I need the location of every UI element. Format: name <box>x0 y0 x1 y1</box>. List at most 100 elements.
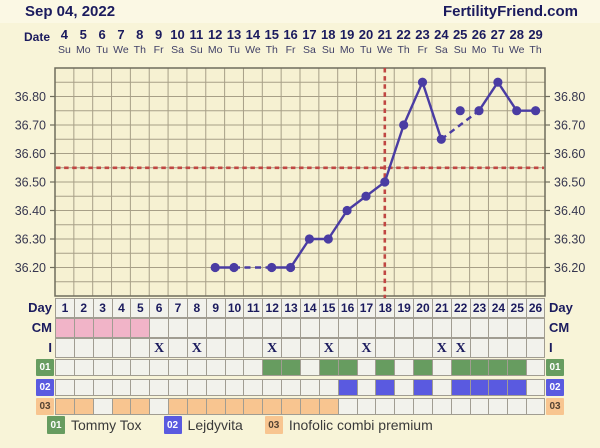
temp-dot-day-9[interactable] <box>210 262 220 273</box>
cm-cell-day-1[interactable] <box>55 318 75 338</box>
intercourse-cell-day-3[interactable] <box>92 338 113 358</box>
day-number-day-17[interactable]: 17 <box>356 298 377 318</box>
temp-dot-day-18[interactable] <box>380 177 390 187</box>
med-01-cell-day-8[interactable] <box>186 359 207 376</box>
day-number-day-11[interactable]: 11 <box>243 298 264 318</box>
day-number-day-22[interactable]: 22 <box>450 298 471 318</box>
med-03-cell-day-13[interactable] <box>281 398 301 415</box>
med-02-cell-day-5[interactable] <box>130 378 151 396</box>
med-02-cell-day-8[interactable] <box>186 378 207 396</box>
med-02-cell-day-18[interactable] <box>375 378 396 396</box>
med-02-cell-day-25[interactable] <box>507 378 528 396</box>
med-02-cell-day-12[interactable] <box>262 378 283 396</box>
med-03-cell-day-5[interactable] <box>130 398 151 415</box>
cm-cell-day-20[interactable] <box>413 318 433 338</box>
temp-dot-day-14[interactable] <box>304 234 314 244</box>
med-03-cell-day-24[interactable] <box>488 398 509 415</box>
med-02-cell-day-7[interactable] <box>168 378 188 396</box>
med-01-cell-day-2[interactable] <box>73 359 94 376</box>
cm-cell-day-10[interactable] <box>224 318 245 338</box>
temp-dot-day-24[interactable] <box>493 77 503 87</box>
med-03-cell-day-20[interactable] <box>413 398 433 415</box>
med-02-cell-day-4[interactable] <box>111 378 132 396</box>
med-01-cell-day-18[interactable] <box>375 359 396 376</box>
intercourse-cell-day-2[interactable] <box>73 338 94 358</box>
intercourse-cell-day-21[interactable]: X <box>431 338 452 358</box>
day-number-day-23[interactable]: 23 <box>469 298 490 318</box>
temp-dot-day-19[interactable] <box>399 120 409 130</box>
temp-dot-day-12[interactable] <box>267 262 277 273</box>
med-03-cell-day-16[interactable] <box>337 398 358 415</box>
med-02-cell-day-3[interactable] <box>92 378 113 396</box>
med-03-cell-day-7[interactable] <box>168 398 188 415</box>
med-01-cell-day-14[interactable] <box>300 359 320 376</box>
intercourse-cell-day-8[interactable]: X <box>186 338 207 358</box>
cm-cell-day-24[interactable] <box>488 318 509 338</box>
med-01-cell-day-23[interactable] <box>469 359 490 376</box>
day-number-day-13[interactable]: 13 <box>281 298 301 318</box>
med-03-cell-day-1[interactable] <box>55 398 75 415</box>
intercourse-cell-day-12[interactable]: X <box>262 338 283 358</box>
intercourse-cell-day-16[interactable] <box>337 338 358 358</box>
cm-cell-day-19[interactable] <box>394 318 415 338</box>
intercourse-cell-day-20[interactable] <box>413 338 433 358</box>
day-number-day-19[interactable]: 19 <box>394 298 415 318</box>
med-03-cell-day-23[interactable] <box>469 398 490 415</box>
med-02-cell-day-23[interactable] <box>469 378 490 396</box>
day-number-day-10[interactable]: 10 <box>224 298 245 318</box>
med-03-cell-day-11[interactable] <box>243 398 264 415</box>
med-01-cell-day-1[interactable] <box>55 359 75 376</box>
cm-cell-day-18[interactable] <box>375 318 396 338</box>
med-01-cell-day-16[interactable] <box>337 359 358 376</box>
med-02-cell-day-2[interactable] <box>73 378 94 396</box>
intercourse-cell-day-24[interactable] <box>488 338 509 358</box>
intercourse-cell-day-10[interactable] <box>224 338 245 358</box>
day-number-day-5[interactable]: 5 <box>130 298 151 318</box>
day-number-day-24[interactable]: 24 <box>488 298 509 318</box>
med-01-cell-day-10[interactable] <box>224 359 245 376</box>
med-02-cell-day-11[interactable] <box>243 378 264 396</box>
intercourse-cell-day-25[interactable] <box>507 338 528 358</box>
intercourse-cell-day-7[interactable] <box>168 338 188 358</box>
cm-cell-day-3[interactable] <box>92 318 113 338</box>
med-01-cell-day-6[interactable] <box>149 359 170 376</box>
intercourse-cell-day-18[interactable] <box>375 338 396 358</box>
temp-dot-day-22[interactable] <box>455 106 465 116</box>
cm-cell-day-9[interactable] <box>205 318 226 338</box>
med-03-cell-day-19[interactable] <box>394 398 415 415</box>
med-01-cell-day-19[interactable] <box>394 359 415 376</box>
intercourse-cell-day-14[interactable] <box>300 338 320 358</box>
day-number-day-26[interactable]: 26 <box>526 298 545 318</box>
med-01-cell-day-15[interactable] <box>318 359 339 376</box>
intercourse-cell-day-22[interactable]: X <box>450 338 471 358</box>
med-01-cell-day-21[interactable] <box>431 359 452 376</box>
med-02-cell-day-24[interactable] <box>488 378 509 396</box>
cm-cell-day-13[interactable] <box>281 318 301 338</box>
cm-cell-day-23[interactable] <box>469 318 490 338</box>
cm-cell-day-14[interactable] <box>300 318 320 338</box>
intercourse-cell-day-13[interactable] <box>281 338 301 358</box>
med-02-cell-day-15[interactable] <box>318 378 339 396</box>
med-02-cell-day-10[interactable] <box>224 378 245 396</box>
day-number-day-15[interactable]: 15 <box>318 298 339 318</box>
intercourse-cell-day-15[interactable]: X <box>318 338 339 358</box>
med-02-cell-day-17[interactable] <box>356 378 377 396</box>
intercourse-cell-day-11[interactable] <box>243 338 264 358</box>
med-03-cell-day-4[interactable] <box>111 398 132 415</box>
med-02-cell-day-9[interactable] <box>205 378 226 396</box>
day-number-day-1[interactable]: 1 <box>55 298 75 318</box>
med-02-cell-day-20[interactable] <box>413 378 433 396</box>
cm-cell-day-8[interactable] <box>186 318 207 338</box>
med-02-cell-day-14[interactable] <box>300 378 320 396</box>
med-02-cell-day-1[interactable] <box>55 378 75 396</box>
med-01-cell-day-20[interactable] <box>413 359 433 376</box>
med-01-cell-day-3[interactable] <box>92 359 113 376</box>
med-03-cell-day-15[interactable] <box>318 398 339 415</box>
intercourse-cell-day-23[interactable] <box>469 338 490 358</box>
day-number-day-14[interactable]: 14 <box>300 298 320 318</box>
cm-cell-day-5[interactable] <box>130 318 151 338</box>
med-01-cell-day-7[interactable] <box>168 359 188 376</box>
med-02-cell-day-26[interactable] <box>526 378 545 396</box>
med-01-cell-day-13[interactable] <box>281 359 301 376</box>
med-01-cell-day-17[interactable] <box>356 359 377 376</box>
